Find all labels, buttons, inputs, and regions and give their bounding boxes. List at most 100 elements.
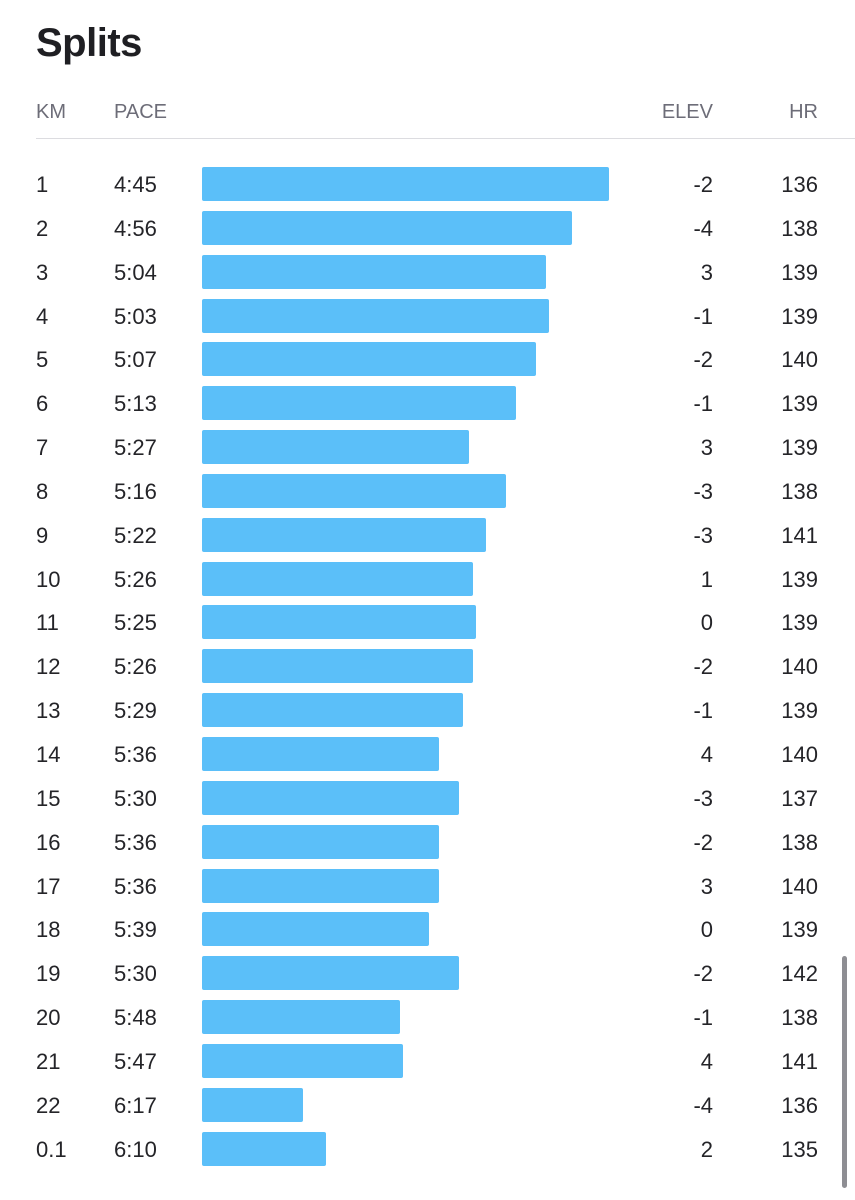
split-km: 20 <box>36 1005 61 1031</box>
pace-bar <box>202 956 460 991</box>
pace-bar <box>202 298 550 333</box>
split-pace: 5:36 <box>114 829 157 855</box>
pace-bar <box>202 649 473 684</box>
pace-bar <box>202 605 476 640</box>
split-row: 6 5:13 -1 139 <box>0 381 855 425</box>
split-row: 15 5:30 -3 137 <box>0 776 855 820</box>
split-pace: 5:39 <box>114 917 157 943</box>
split-pace: 5:25 <box>114 610 157 636</box>
split-hr: 139 <box>781 391 818 417</box>
split-elev: -1 <box>693 1005 713 1031</box>
split-hr: 135 <box>781 1136 818 1162</box>
column-header-pace: PACE <box>114 101 167 123</box>
split-elev: -4 <box>693 215 713 241</box>
split-row: 13 5:29 -1 139 <box>0 688 855 732</box>
split-km: 4 <box>36 303 49 329</box>
split-pace: 5:03 <box>114 303 157 329</box>
pace-bar <box>202 561 473 596</box>
scrollbar[interactable] <box>842 956 847 1188</box>
split-row: 19 5:30 -2 142 <box>0 951 855 995</box>
splits-title: Splits <box>36 21 142 65</box>
split-row: 4 5:03 -1 139 <box>0 294 855 338</box>
split-hr: 136 <box>781 1092 818 1118</box>
split-pace: 5:36 <box>114 873 157 899</box>
split-km: 0.1 <box>36 1136 67 1162</box>
split-hr: 140 <box>781 654 818 680</box>
split-row: 1 4:45 -2 136 <box>0 162 855 206</box>
splits-list[interactable]: 1 4:45 -2 136 2 4:56 -4 138 3 5:04 3 139 4 5:03 -1 139 5… <box>0 162 855 1170</box>
split-row: 16 5:36 -2 138 <box>0 820 855 864</box>
split-row: 7 5:27 3 139 <box>0 425 855 469</box>
pace-bar <box>202 693 463 728</box>
split-pace: 5:26 <box>114 654 157 680</box>
split-hr: 137 <box>781 785 818 811</box>
split-row: 2 4:56 -4 138 <box>0 206 855 250</box>
split-hr: 139 <box>781 303 818 329</box>
split-km: 1 <box>36 172 49 197</box>
split-row: 12 5:26 -2 140 <box>0 644 855 688</box>
split-km: 15 <box>36 785 61 811</box>
pace-bar <box>202 736 440 771</box>
pace-bar <box>202 1000 400 1035</box>
split-km: 9 <box>36 522 49 548</box>
pace-bar <box>202 1043 403 1078</box>
split-hr: 139 <box>781 566 818 592</box>
split-hr: 139 <box>781 610 818 636</box>
split-km: 3 <box>36 259 49 285</box>
split-pace: 5:04 <box>114 259 157 285</box>
column-header-km: KM <box>36 101 66 123</box>
split-km: 2 <box>36 215 49 241</box>
split-km: 17 <box>36 873 61 899</box>
split-elev: -1 <box>693 698 713 724</box>
split-hr: 136 <box>781 172 818 197</box>
split-hr: 140 <box>781 873 818 899</box>
split-hr: 138 <box>781 215 818 241</box>
split-row: 17 5:36 3 140 <box>0 864 855 908</box>
split-pace: 5:07 <box>114 347 157 373</box>
pace-bar <box>202 473 506 508</box>
split-row: 21 5:47 4 141 <box>0 1039 855 1083</box>
split-elev: -2 <box>693 829 713 855</box>
split-elev: -1 <box>693 303 713 329</box>
pace-bar <box>202 824 440 859</box>
split-hr: 139 <box>781 698 818 724</box>
split-pace: 5:27 <box>114 435 157 461</box>
split-elev: -2 <box>693 961 713 987</box>
split-elev: 3 <box>700 259 713 285</box>
split-km: 11 <box>36 610 59 636</box>
split-row: 3 5:04 3 139 <box>0 250 855 294</box>
pace-bar <box>202 167 609 201</box>
column-header-elev: ELEV <box>661 101 713 123</box>
split-km: 8 <box>36 478 49 504</box>
split-elev: -4 <box>693 1092 713 1118</box>
split-pace: 5:36 <box>114 741 157 767</box>
split-pace: 4:45 <box>114 172 157 197</box>
split-hr: 138 <box>781 1005 818 1031</box>
split-km: 19 <box>36 961 61 987</box>
pace-bar <box>202 210 573 245</box>
split-pace: 5:13 <box>114 391 157 417</box>
split-hr: 138 <box>781 478 818 504</box>
pace-bar <box>202 342 536 377</box>
split-km: 21 <box>36 1048 61 1074</box>
split-elev: -3 <box>693 522 713 548</box>
split-pace: 5:30 <box>114 961 157 987</box>
split-row: 10 5:26 1 139 <box>0 557 855 601</box>
split-elev: 2 <box>700 1136 713 1162</box>
split-hr: 141 <box>781 1048 818 1074</box>
split-elev: 1 <box>700 566 713 592</box>
split-row: 20 5:48 -1 138 <box>0 995 855 1039</box>
split-row: 0.1 6:10 2 135 <box>0 1127 855 1171</box>
pace-bar <box>202 430 470 465</box>
split-km: 12 <box>36 654 61 680</box>
split-hr: 139 <box>781 917 818 943</box>
split-elev: 4 <box>700 741 713 767</box>
split-row: 9 5:22 -3 141 <box>0 513 855 557</box>
column-header-hr: HR <box>789 101 818 123</box>
pace-bar <box>202 1131 327 1166</box>
split-pace: 5:29 <box>114 698 157 724</box>
split-km: 22 <box>36 1092 61 1118</box>
pace-bar <box>202 254 546 289</box>
split-row: 5 5:07 -2 140 <box>0 337 855 381</box>
split-km: 13 <box>36 698 61 724</box>
